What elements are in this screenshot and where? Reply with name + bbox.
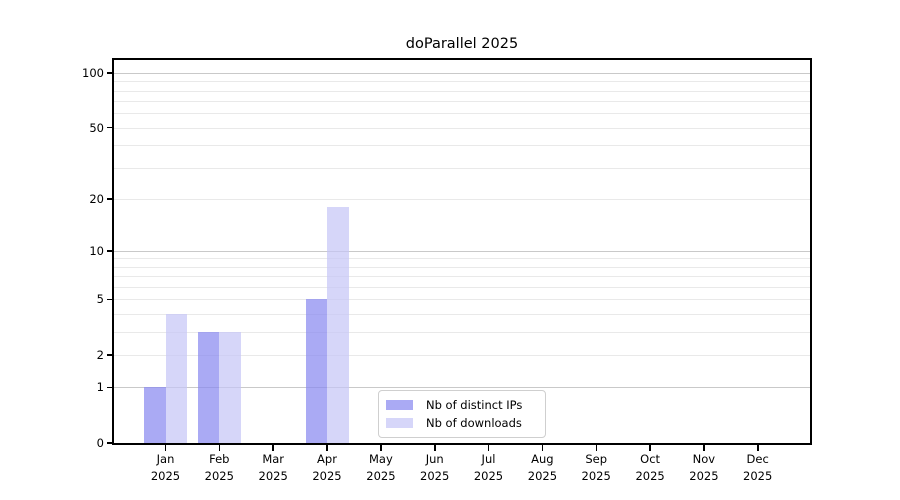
x-tick-mark [757, 445, 759, 451]
x-tick-mark [487, 445, 490, 451]
x-tick-label-dec: Dec 2025 [743, 452, 773, 483]
y-tick-label: 2 [96, 347, 104, 362]
y-gridline-major [114, 72, 810, 74]
x-tick-mark [703, 445, 705, 451]
x-tick-label-mar: Mar 2025 [258, 452, 288, 483]
y-gridline-major [114, 387, 810, 389]
legend-row-downloads: Nb of downloads [386, 415, 538, 432]
x-tick-mark [272, 445, 274, 451]
legend-swatch-downloads [386, 417, 413, 429]
y-gridline-minor [114, 90, 810, 92]
y-tick-label: 1 [96, 380, 104, 395]
y-gridline-minor [114, 299, 810, 301]
y-tick-mark [107, 198, 114, 200]
x-tick-label-jun: Jun 2025 [420, 452, 450, 483]
x-tick-label-aug: Aug 2025 [527, 452, 558, 483]
y-gridline-minor [114, 145, 810, 147]
y-gridline-minor [114, 198, 810, 200]
y-tick-mark [107, 72, 114, 74]
x-tick-mark [326, 445, 328, 451]
legend-row-distinct-ips: Nb of distinct IPs [386, 397, 538, 414]
y-gridline-minor [114, 113, 810, 115]
y-gridline-minor [114, 127, 810, 129]
y-tick-label: 20 [89, 191, 104, 206]
legend: Nb of distinct IPs Nb of downloads [378, 390, 546, 438]
x-tick-mark [164, 445, 167, 451]
bar-distinct-ips-apr [305, 299, 327, 443]
y-gridline-minor [114, 266, 810, 268]
y-tick-mark [107, 298, 114, 301]
chart-title: doParallel 2025 [405, 36, 519, 52]
y-gridline-minor [114, 354, 810, 356]
bar-downloads-feb [219, 331, 241, 443]
y-gridline-minor [114, 101, 810, 103]
bar-downloads-apr [327, 206, 349, 443]
x-tick-mark [380, 445, 382, 451]
x-tick-mark [595, 445, 597, 451]
y-tick-mark [107, 126, 114, 129]
y-gridline-minor [114, 331, 810, 333]
y-gridline-minor [114, 276, 810, 278]
y-tick-label: 5 [96, 292, 104, 307]
y-tick-label: 10 [89, 243, 104, 258]
y-gridline-minor [114, 167, 810, 169]
x-tick-label-apr: Apr 2025 [312, 452, 342, 483]
y-tick-mark [107, 386, 114, 389]
y-tick-label: 100 [82, 65, 104, 80]
plot-area: Nb of distinct IPs Nb of downloads [112, 58, 812, 445]
x-tick-label-jul: Jul 2025 [473, 452, 504, 483]
legend-label-distinct-ips: Nb of distinct IPs [426, 398, 523, 412]
legend-swatch-distinct-ips [386, 399, 413, 411]
legend-label-downloads: Nb of downloads [426, 416, 522, 430]
y-tick-mark [107, 250, 114, 252]
x-tick-label-nov: Nov 2025 [689, 452, 719, 483]
x-tick-label-oct: Oct 2025 [635, 452, 665, 483]
bar-distinct-ips-jan [144, 387, 166, 443]
x-tick-label-sep: Sep 2025 [581, 452, 611, 483]
y-gridline-major [114, 250, 810, 252]
x-tick-mark [218, 445, 221, 451]
x-tick-label-feb: Feb 2025 [204, 452, 234, 483]
x-tick-mark [541, 445, 544, 451]
y-tick-mark [107, 354, 114, 356]
bar-distinct-ips-feb [197, 331, 220, 443]
x-tick-mark [649, 445, 651, 451]
y-tick-mark [107, 442, 114, 444]
y-gridline-minor [114, 313, 810, 315]
y-gridline-minor [114, 258, 810, 260]
y-tick-label: 0 [96, 436, 104, 450]
x-tick-label-may: May 2025 [366, 452, 396, 483]
x-tick-mark [434, 445, 436, 451]
bar-downloads-jan [165, 313, 187, 443]
x-tick-label-jan: Jan 2025 [150, 452, 181, 483]
y-gridline-minor [114, 81, 810, 83]
y-gridline-minor [114, 287, 810, 288]
y-tick-label: 50 [89, 120, 104, 135]
